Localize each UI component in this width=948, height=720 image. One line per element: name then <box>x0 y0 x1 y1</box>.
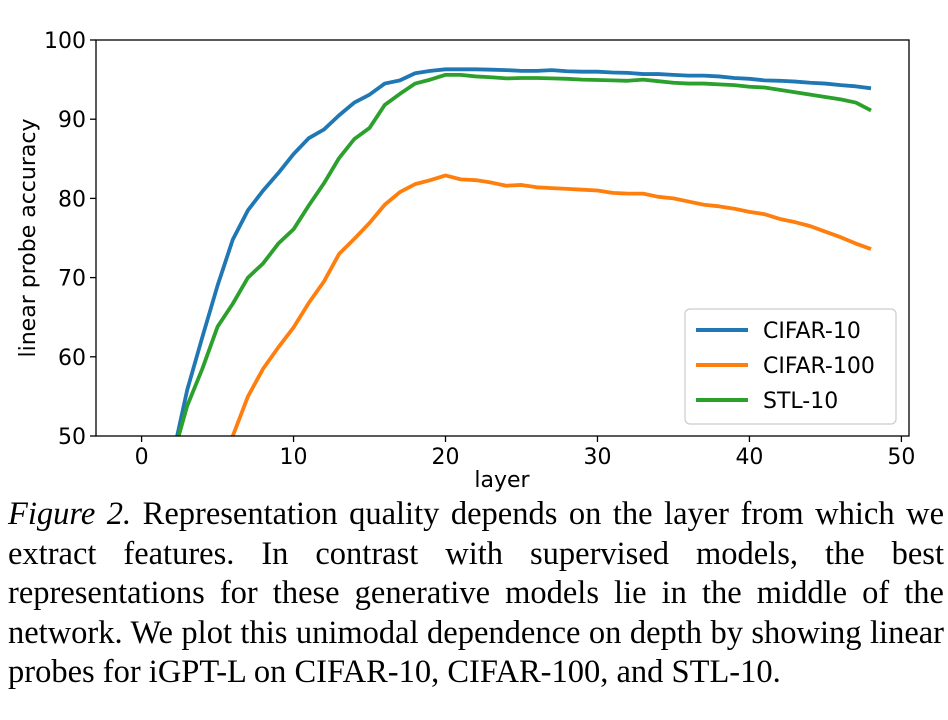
x-tick-label: 40 <box>735 445 763 470</box>
line-chart: 0 10 20 30 40 50 50 60 70 80 90 100 layer linear pr… <box>16 29 915 493</box>
y-tick-label: 50 <box>58 425 86 450</box>
caption-text: Representation quality depends on the la… <box>8 496 945 690</box>
series-line-cifar-100 <box>230 173 872 436</box>
x-axis-label: layer <box>474 468 530 493</box>
series-layer <box>175 67 872 436</box>
plot-frame <box>95 39 910 437</box>
y-tick-label: 70 <box>58 267 86 292</box>
ticks-layer: 0 10 20 30 40 50 50 60 70 80 90 100 <box>44 29 915 470</box>
figure-label: Figure 2. <box>8 496 132 532</box>
x-tick-label: 30 <box>583 445 611 470</box>
x-tick-label: 20 <box>432 445 460 470</box>
y-tick-label: 100 <box>44 29 86 54</box>
figure-caption: Figure 2. Representation quality depends… <box>8 495 944 693</box>
y-tick-label: 80 <box>58 187 86 212</box>
legend-label-stl-10: STL-10 <box>763 389 838 414</box>
series-line-cifar-10 <box>175 67 872 436</box>
y-axis-label: linear probe accuracy <box>16 119 41 358</box>
legend-label-cifar-100: CIFAR-100 <box>763 354 875 379</box>
x-tick-label: 0 <box>135 445 149 470</box>
legend: CIFAR-10 CIFAR-100 STL-10 <box>684 308 897 425</box>
x-tick-label: 50 <box>887 445 915 470</box>
x-tick-label: 10 <box>280 445 308 470</box>
y-tick-label: 60 <box>58 346 86 371</box>
legend-label-cifar-10: CIFAR-10 <box>763 319 861 344</box>
series-line-stl-10 <box>176 72 872 436</box>
y-tick-label: 90 <box>58 108 86 133</box>
legend-box <box>684 308 897 425</box>
